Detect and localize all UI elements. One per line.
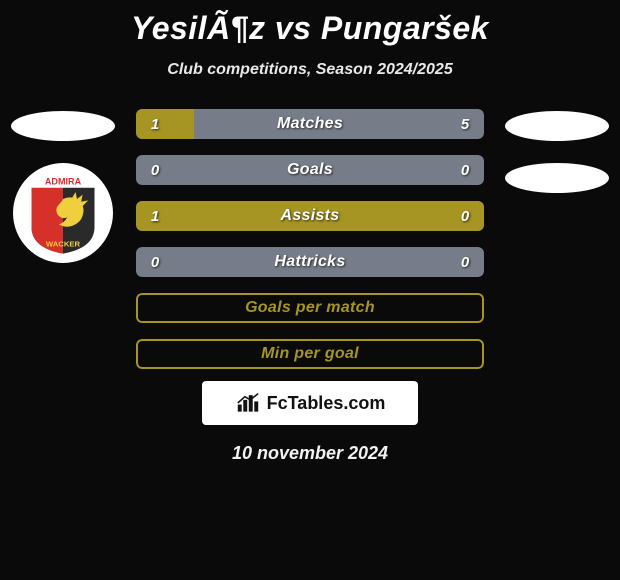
stat-row: 15Matches: [136, 109, 484, 139]
svg-text:ADMIRA: ADMIRA: [45, 176, 82, 186]
svg-text:WACKER: WACKER: [46, 240, 81, 249]
left-side: ADMIRA WACKER: [8, 109, 118, 369]
stat-row: 00Hattricks: [136, 247, 484, 277]
brand-badge: FcTables.com: [202, 381, 418, 425]
stat-row: Goals per match: [136, 293, 484, 323]
admira-wacker-badge-icon: ADMIRA WACKER: [21, 171, 105, 255]
stat-label: Hattricks: [136, 247, 484, 277]
stat-row: 10Assists: [136, 201, 484, 231]
stat-label: Goals per match: [136, 293, 484, 323]
comparison-layout: ADMIRA WACKER 15Matches 00Goals 10Assists 0…: [0, 109, 620, 369]
stat-label: Assists: [136, 201, 484, 231]
club-badge-right: [505, 163, 609, 193]
fctables-logo-icon: [235, 392, 261, 414]
date-text: 10 november 2024: [0, 443, 620, 464]
stat-label: Min per goal: [136, 339, 484, 369]
player-avatar-right: [505, 111, 609, 141]
right-side: [502, 109, 612, 369]
stat-row: Min per goal: [136, 339, 484, 369]
player-avatar-left: [11, 111, 115, 141]
stat-label: Goals: [136, 155, 484, 185]
brand-text: FcTables.com: [267, 393, 386, 414]
stat-label: Matches: [136, 109, 484, 139]
club-badge-left: ADMIRA WACKER: [13, 163, 113, 263]
subtitle: Club competitions, Season 2024/2025: [0, 61, 620, 79]
page-title: YesilÃ¶z vs Pungaršek: [0, 0, 620, 47]
stat-row: 00Goals: [136, 155, 484, 185]
stat-rows: 15Matches 00Goals 10Assists 00Hattricks Goal…: [118, 109, 502, 369]
